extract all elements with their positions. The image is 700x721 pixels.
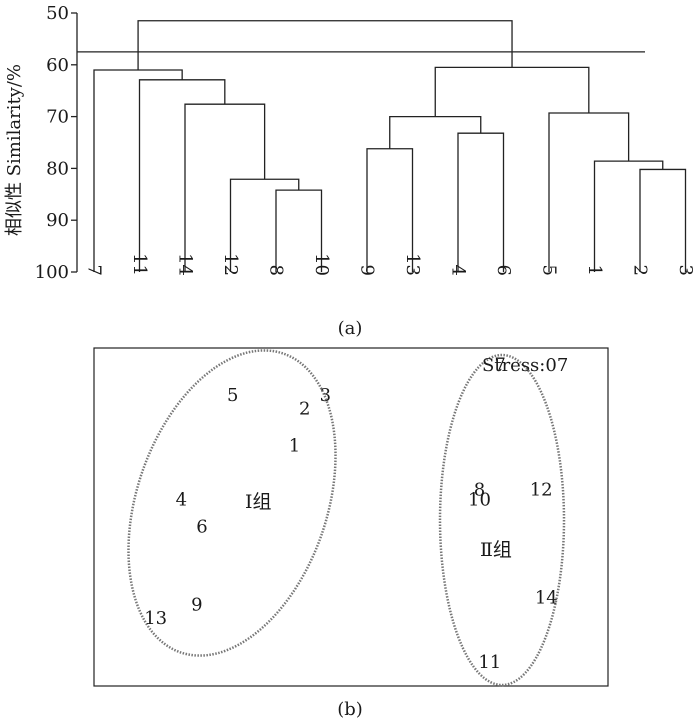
dendrogram-link bbox=[137, 20, 513, 70]
point-label: 7 bbox=[494, 354, 505, 375]
point-label: 13 bbox=[144, 608, 167, 629]
point-label: 4 bbox=[176, 490, 187, 511]
stress-label: Stress:07 bbox=[482, 355, 568, 376]
dendrogram-link bbox=[184, 103, 266, 272]
leaf-label: 14 bbox=[175, 253, 196, 276]
leaf-labels: 7 11 14 12 8 10 9 13 4 6 5 1 2 3 bbox=[84, 253, 697, 276]
leaf-label: 1 bbox=[584, 265, 605, 276]
y-tick-label: 100 bbox=[35, 262, 69, 283]
leaf-label: 13 bbox=[402, 253, 423, 276]
group-2-ellipse bbox=[438, 353, 566, 687]
dendrogram-link bbox=[434, 66, 590, 117]
leaf-label: 11 bbox=[129, 253, 150, 276]
point-label: 8 bbox=[474, 479, 485, 500]
group-1-label: Ⅰ组 bbox=[245, 491, 272, 513]
point-label: 6 bbox=[196, 517, 207, 538]
dendrogram-link bbox=[639, 168, 687, 272]
dendrogram-link bbox=[93, 69, 183, 272]
leaf-label: 10 bbox=[311, 253, 332, 276]
dendrogram-link bbox=[457, 132, 505, 272]
leaf-label: 7 bbox=[84, 265, 105, 276]
y-axis-title: 相似性 Similarity/% bbox=[4, 64, 25, 236]
leaf-label: 5 bbox=[539, 265, 560, 276]
dendrogram-link bbox=[593, 160, 664, 272]
point-label: 2 bbox=[299, 398, 310, 419]
leaf-label: 3 bbox=[675, 265, 696, 276]
dendrogram-links bbox=[93, 20, 687, 272]
panel-a-caption: (a) bbox=[338, 318, 363, 339]
dendrogram-link bbox=[138, 79, 226, 272]
plot-frame bbox=[93, 347, 609, 687]
y-tick-label: 70 bbox=[46, 107, 69, 128]
leaf-label: 4 bbox=[448, 265, 469, 276]
leaf-label: 6 bbox=[493, 265, 514, 276]
point-label: 1 bbox=[289, 436, 300, 457]
point-label: 10 bbox=[468, 490, 491, 511]
point-label: 14 bbox=[535, 588, 558, 609]
group-1-ellipse bbox=[127, 349, 337, 657]
y-tick-label: 60 bbox=[46, 55, 69, 76]
leaf-label: 8 bbox=[266, 265, 287, 276]
point-label: 9 bbox=[191, 594, 202, 615]
point-label: 11 bbox=[478, 652, 501, 673]
point-label: 3 bbox=[320, 385, 331, 406]
y-tick-label: 50 bbox=[46, 3, 69, 24]
point-label: 12 bbox=[530, 479, 553, 500]
dendrogram-link bbox=[548, 112, 630, 272]
y-tick-label: 90 bbox=[46, 210, 69, 231]
y-axis: 50 60 70 80 90 100 bbox=[35, 3, 78, 283]
leaf-label: 12 bbox=[220, 253, 241, 276]
leaf-label: 9 bbox=[357, 265, 378, 276]
point-label: 5 bbox=[227, 385, 238, 406]
y-tick-label: 80 bbox=[46, 158, 69, 179]
leaf-label: 2 bbox=[630, 265, 651, 276]
panel-b-caption: (b) bbox=[337, 699, 363, 720]
group-2-label: Ⅱ组 bbox=[480, 539, 512, 561]
